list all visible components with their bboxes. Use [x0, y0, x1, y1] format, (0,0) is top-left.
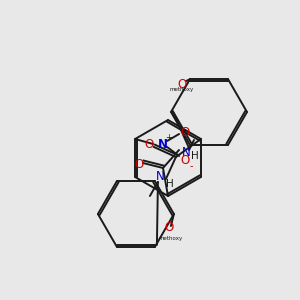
Text: O: O — [181, 125, 190, 139]
Text: +: + — [166, 134, 172, 142]
Text: N: N — [182, 146, 190, 158]
Text: N: N — [155, 170, 164, 184]
Text: H: H — [191, 151, 199, 161]
Text: O: O — [177, 78, 187, 91]
Text: H: H — [166, 179, 174, 189]
Text: methoxy: methoxy — [159, 236, 183, 241]
Text: O: O — [134, 158, 144, 170]
Text: -: - — [189, 161, 193, 171]
Text: O: O — [144, 139, 154, 152]
Text: O: O — [181, 154, 190, 166]
Text: N: N — [158, 137, 168, 151]
Text: O: O — [164, 221, 173, 235]
Text: methoxy: methoxy — [170, 87, 194, 92]
